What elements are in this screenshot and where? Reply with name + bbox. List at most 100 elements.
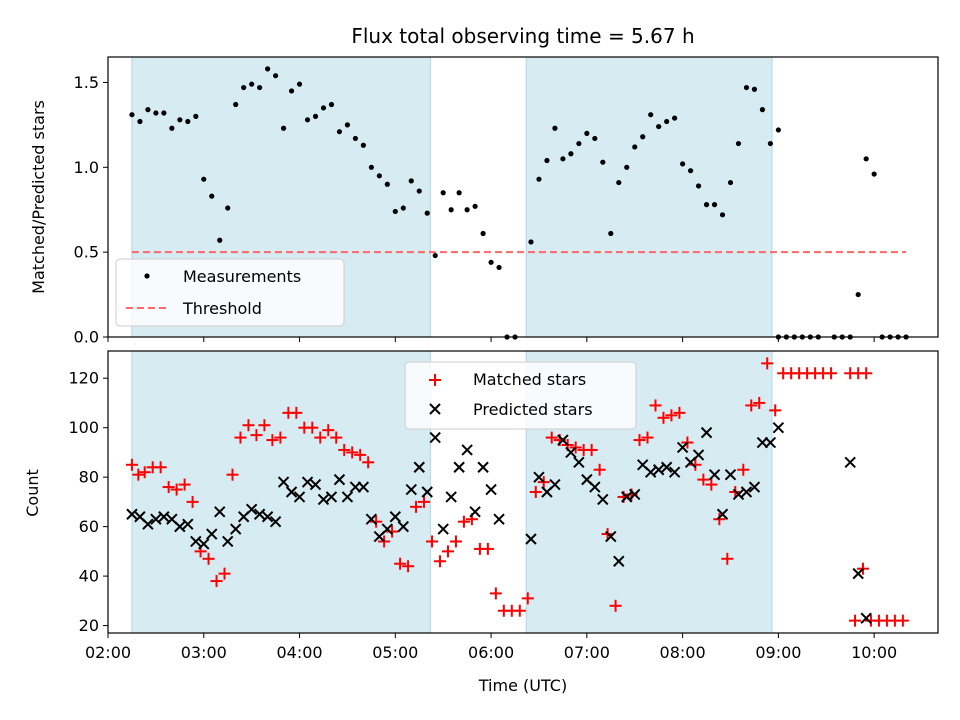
y-tick-label: 1.0	[74, 158, 99, 177]
predicted-star-point	[469, 506, 481, 518]
predicted-star-point	[413, 461, 425, 473]
matched-star-point	[529, 486, 542, 498]
matched-star-point	[457, 515, 470, 528]
matched-star-point	[138, 466, 151, 479]
matched-star-point	[338, 443, 351, 456]
measurement-point	[376, 173, 382, 179]
measurement-point	[336, 129, 343, 135]
measurement-point	[424, 210, 430, 216]
measurement-point	[432, 252, 438, 259]
x-tick-label: 05:00	[372, 643, 418, 662]
measurement-point	[145, 107, 151, 113]
matched-star-point	[410, 500, 423, 513]
matched-star-point	[418, 495, 431, 508]
chart-title: Flux total observing time = 5.67 h	[351, 24, 694, 48]
matched-star-point	[434, 555, 446, 568]
measurement-point	[320, 105, 327, 111]
measurement-point	[735, 140, 742, 147]
x-tick-label: 04:00	[276, 643, 322, 662]
bottom-x-ticks: 02:00 03:00 04:00 05:00 06:00 07:00 08:00 09:00…	[85, 633, 897, 662]
predicted-star-point	[253, 508, 266, 520]
matched-star-point	[441, 545, 454, 558]
matched-star-point	[649, 399, 662, 412]
matched-star-point	[250, 429, 263, 442]
measurement-point	[352, 135, 359, 142]
x-tick-label: 10:00	[851, 643, 897, 662]
measurement-point	[217, 237, 223, 243]
measurement-point	[384, 181, 390, 187]
matched-star-point	[585, 443, 598, 456]
y-tick-label: 80	[79, 468, 99, 487]
measurement-point	[304, 117, 311, 123]
predicted-star-point	[764, 436, 777, 449]
predicted-star-point	[277, 476, 290, 488]
matched-stars-points	[125, 357, 909, 627]
matched-star-point	[673, 406, 686, 419]
predicted-star-point	[206, 528, 218, 540]
predicted-star-point	[429, 431, 441, 444]
predicted-star-point	[269, 515, 282, 528]
x-axis-label: Time (UTC)	[478, 676, 567, 695]
predicted-star-point	[222, 535, 234, 548]
measurement-point	[767, 140, 774, 147]
matched-star-point	[705, 478, 718, 491]
legend-label-matched: Matched stars	[473, 370, 586, 389]
matched-star-point	[170, 483, 183, 496]
predicted-star-point	[557, 434, 569, 446]
matched-star-point	[689, 458, 702, 471]
predicted-star-point	[676, 441, 689, 454]
matched-star-point	[322, 424, 335, 437]
bottom-y-axis-label: Count	[23, 469, 42, 517]
measurement-point	[456, 190, 462, 196]
matched-star-point	[178, 478, 191, 491]
y-tick-label: 40	[79, 567, 99, 586]
measurement-point	[711, 202, 718, 208]
measurement-point	[560, 156, 566, 162]
x-tick-label: 06:00	[468, 643, 514, 662]
predicted-star-point	[724, 468, 737, 481]
predicted-star-point	[198, 538, 210, 550]
predicted-star-point	[421, 486, 433, 498]
predicted-star-point	[301, 476, 314, 488]
measurement-point	[288, 88, 295, 94]
measurement-point	[751, 86, 758, 92]
predicted-star-point	[772, 421, 785, 434]
measurement-point	[280, 125, 287, 131]
legend-label-predicted: Predicted stars	[473, 400, 593, 419]
measurement-point	[201, 176, 207, 182]
measurement-point	[496, 264, 502, 271]
measurement-point	[863, 156, 869, 162]
predicted-star-point	[397, 520, 409, 533]
matched-star-point	[761, 357, 774, 370]
measurement-point	[328, 101, 335, 108]
predicted-star-point	[485, 483, 497, 496]
predicted-star-point	[229, 523, 242, 535]
measurement-point	[624, 164, 630, 170]
legend-marker-measurements	[144, 273, 150, 279]
bottom-panel: 20 40 60 80 100 120 02:00 03:00 04:00 05:00 06:00…	[23, 350, 939, 695]
matched-star-point	[825, 367, 838, 380]
matched-star-point	[394, 557, 407, 570]
measurement-point	[416, 188, 422, 194]
matched-star-point	[370, 515, 383, 528]
top-x-ticks	[107, 337, 875, 342]
measurement-point	[695, 183, 702, 189]
measurement-point	[153, 110, 159, 116]
matched-star-point	[633, 434, 646, 447]
matched-star-point	[753, 396, 766, 409]
measurement-point	[408, 178, 414, 184]
matched-star-point	[609, 599, 622, 612]
predicted-star-point	[214, 506, 226, 518]
y-tick-label: 100	[68, 418, 99, 437]
measurement-point	[392, 208, 398, 215]
predicted-star-point	[573, 456, 585, 469]
matched-star-point	[154, 461, 167, 474]
measurement-point	[169, 125, 175, 131]
predicted-star-point	[644, 466, 657, 478]
measurement-point	[177, 117, 183, 123]
measurement-point	[640, 134, 646, 140]
predicted-star-point	[708, 468, 721, 481]
predicted-star-point	[549, 478, 561, 491]
matched-star-point	[290, 406, 303, 419]
